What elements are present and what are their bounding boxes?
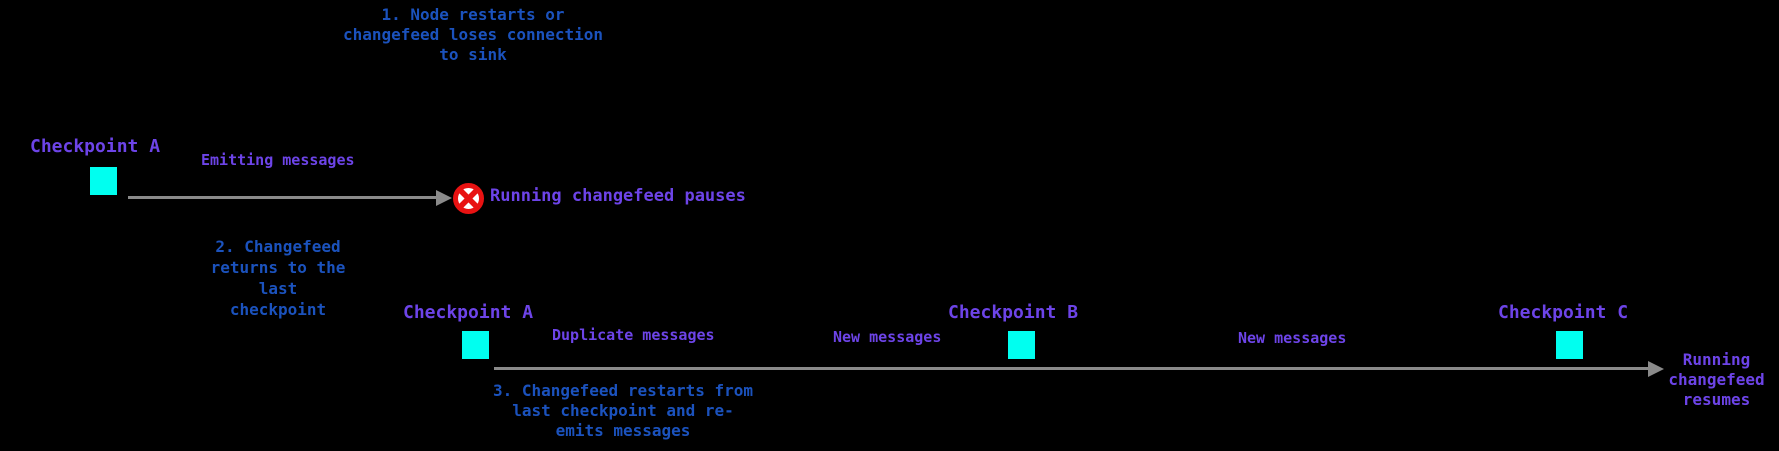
emitting-messages-label: Emitting messages [201,151,355,169]
resume-checkpoint-b-marker [1008,331,1035,359]
resume-timeline-arrowhead [1648,361,1664,377]
pause-checkpoint-a-marker [90,167,117,195]
pause-checkpoint-a-label: Checkpoint A [30,136,161,157]
resume-checkpoint-b-label: Checkpoint B [948,302,1079,323]
step2-note: 2. Changefeed returns to the last checkp… [210,237,346,319]
resume-checkpoint-a-label: Checkpoint A [403,302,534,323]
resume-checkpoint-c-label: Checkpoint C [1498,302,1629,323]
resume-checkpoint-a-marker [462,331,489,359]
pause-timeline-arrow-line [128,196,436,199]
new-messages-1-label: New messages [833,328,942,346]
crossed-circle-error-icon [452,182,485,215]
duplicate-messages-label: Duplicate messages [552,326,715,344]
new-messages-2-label: New messages [1238,329,1347,347]
pause-timeline-arrowhead [436,190,452,206]
running-changefeed-resumes-label: Running changefeed resumes [1668,350,1765,409]
step1-note: 1. Node restarts or changefeed loses con… [342,5,604,64]
step3-note: 3. Changefeed restarts from last checkpo… [492,381,754,440]
resume-checkpoint-c-marker [1556,331,1583,359]
running-changefeed-pauses-label: Running changefeed pauses [490,186,746,206]
resume-timeline-arrow-line [494,367,1648,370]
